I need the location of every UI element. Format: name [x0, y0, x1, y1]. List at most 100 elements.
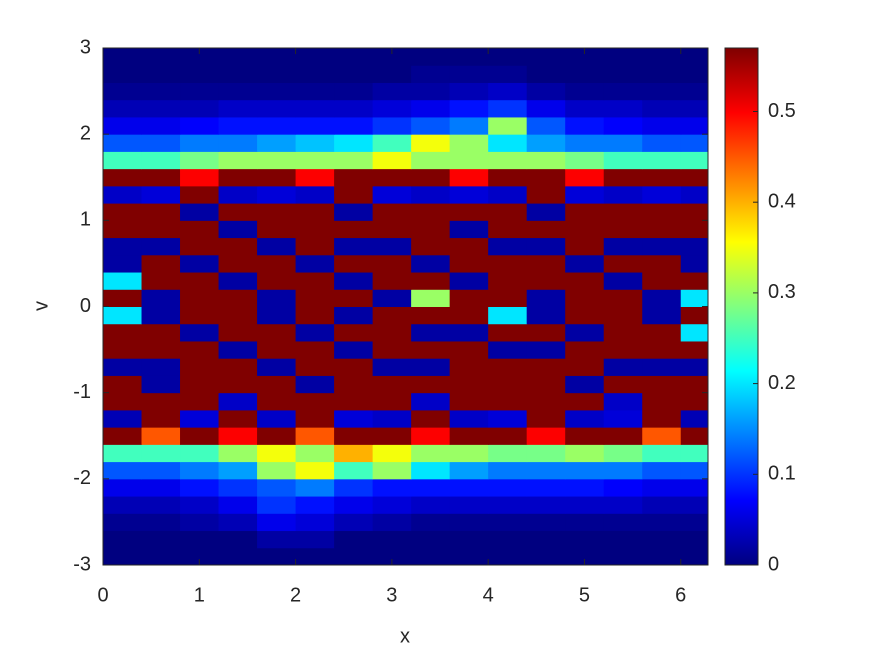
- heatmap-cell: [565, 427, 605, 445]
- heatmap-cell: [642, 272, 682, 290]
- heatmap-cell: [680, 99, 708, 118]
- heatmap-cell: [488, 375, 528, 394]
- heatmap-cell: [257, 375, 297, 394]
- heatmap-cell: [526, 496, 566, 514]
- heatmap-cell: [295, 237, 335, 256]
- heatmap-cell: [218, 306, 258, 325]
- heatmap-cell: [565, 375, 605, 394]
- heatmap-cell: [565, 237, 605, 256]
- heatmap-cell: [488, 323, 528, 342]
- heatmap-cell: [449, 254, 489, 273]
- heatmap-cell: [680, 513, 708, 532]
- heatmap-cell: [180, 48, 220, 66]
- heatmap-cell: [642, 340, 682, 359]
- heatmap-cell: [411, 513, 451, 532]
- heatmap-cell: [257, 289, 297, 307]
- heatmap-cell: [372, 392, 412, 411]
- heatmap-cell: [334, 116, 374, 135]
- heatmap-cell: [680, 478, 708, 497]
- heatmap-cell: [526, 254, 566, 273]
- heatmap-cell: [565, 220, 605, 239]
- heatmap-cell: [642, 99, 682, 118]
- heatmap-cell: [141, 530, 181, 549]
- heatmap-cell: [257, 496, 297, 514]
- heatmap-cell: [603, 358, 643, 376]
- heatmap-cell: [372, 358, 412, 376]
- heatmap-cell: [642, 358, 682, 376]
- heatmap-cell: [334, 444, 374, 463]
- heatmap-cell: [141, 99, 181, 118]
- heatmap-cell: [180, 358, 220, 376]
- heatmap-cell: [449, 220, 489, 239]
- heatmap-cell: [334, 99, 374, 118]
- heatmap-cell: [180, 65, 220, 83]
- heatmap-cell: [103, 220, 143, 239]
- heatmap-cell: [180, 306, 220, 325]
- heatmap-cell: [334, 185, 374, 204]
- heatmap-cell: [603, 427, 643, 445]
- heatmap-cell: [488, 496, 528, 514]
- heatmap-cell: [449, 478, 489, 497]
- heatmap-cell: [103, 272, 143, 290]
- heatmap-cell: [642, 134, 682, 152]
- heatmap-cell: [411, 65, 451, 83]
- heatmap-cell: [372, 48, 412, 66]
- heatmap-cell: [680, 289, 708, 307]
- colorbar-tick-label: 0.4: [768, 190, 796, 212]
- heatmap-cell: [295, 444, 335, 463]
- heatmap-cell: [411, 358, 451, 376]
- heatmap-cell: [218, 272, 258, 290]
- heatmap-cell: [526, 444, 566, 463]
- heatmap-cell: [103, 427, 143, 445]
- heatmap-cell: [257, 513, 297, 532]
- heatmap-cell: [449, 116, 489, 135]
- heatmap-cell: [103, 134, 143, 152]
- heatmap-cell: [218, 427, 258, 445]
- heatmap-cell: [218, 547, 258, 565]
- colorbar-tick-label: 0.3: [768, 281, 796, 303]
- heatmap-cell: [218, 340, 258, 359]
- heatmap-cell: [103, 513, 143, 532]
- heatmap-cell: [411, 427, 451, 445]
- heatmap-cell: [218, 409, 258, 428]
- heatmap-cell: [218, 99, 258, 118]
- heatmap-cell: [295, 99, 335, 118]
- heatmap-cell: [334, 513, 374, 532]
- heatmap-cell: [295, 48, 335, 66]
- heatmap-cell: [488, 289, 528, 307]
- heatmap-cell: [411, 82, 451, 101]
- heatmap-cell: [257, 82, 297, 101]
- heatmap-cell: [680, 151, 708, 170]
- y-tick-label: 1: [80, 209, 91, 231]
- heatmap-cell: [295, 272, 335, 290]
- heatmap-cell: [411, 99, 451, 118]
- heatmap-cell: [565, 340, 605, 359]
- heatmap-cell: [372, 220, 412, 239]
- heatmap-cell: [334, 409, 374, 428]
- heatmap-cell: [180, 134, 220, 152]
- heatmap-cell: [642, 392, 682, 411]
- heatmap-cell: [680, 254, 708, 273]
- heatmap-cell: [488, 392, 528, 411]
- heatmap-cell: [218, 237, 258, 256]
- heatmap-cell: [526, 340, 566, 359]
- heatmap-cell: [295, 392, 335, 411]
- heatmap-cell: [257, 65, 297, 83]
- colorbar-tick-label: 0: [768, 553, 779, 575]
- heatmap-cell: [680, 530, 708, 549]
- heatmap-cell: [642, 82, 682, 101]
- y-tick-label: -1: [73, 381, 91, 403]
- heatmap-cell: [680, 392, 708, 411]
- heatmap-cell: [411, 496, 451, 514]
- heatmap-cell: [180, 547, 220, 565]
- heatmap-cell: [334, 48, 374, 66]
- heatmap-cell: [642, 254, 682, 273]
- heatmap-cell: [372, 478, 412, 497]
- heatmap-cell: [103, 82, 143, 101]
- heatmap-cell: [526, 478, 566, 497]
- heatmap-cell: [295, 116, 335, 135]
- heatmap-cell: [565, 134, 605, 152]
- heatmap-cell: [295, 478, 335, 497]
- heatmap-cell: [680, 134, 708, 152]
- heatmap-cell: [218, 134, 258, 152]
